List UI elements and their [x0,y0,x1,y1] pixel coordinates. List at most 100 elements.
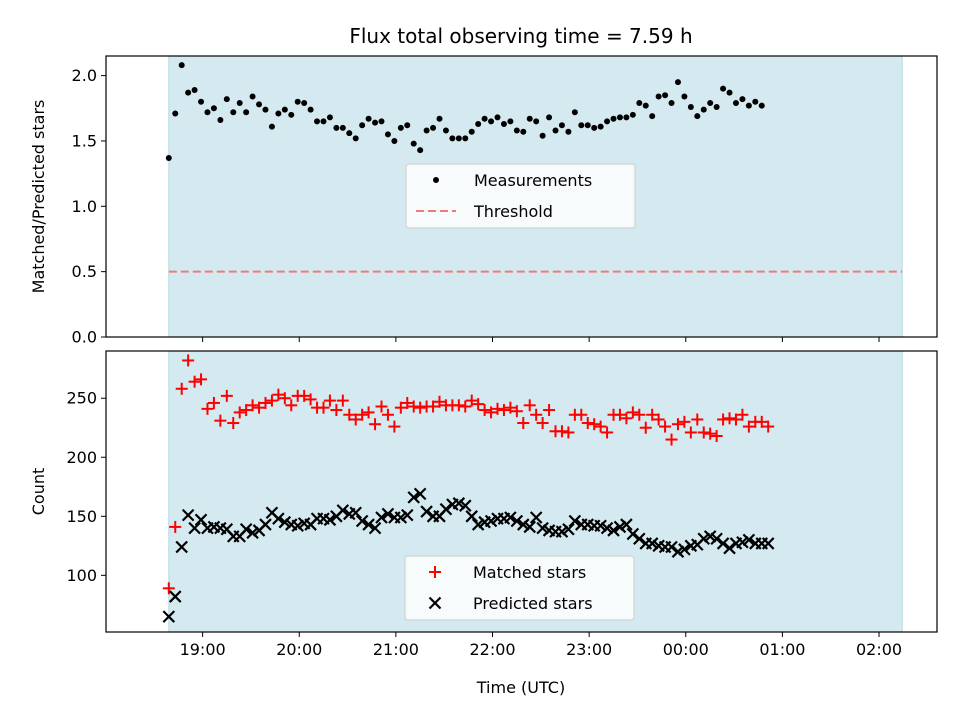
predicted-point [375,511,388,524]
matched-point [414,401,427,414]
data-point [552,127,559,134]
predicted-point [272,512,285,525]
predicted-point [626,527,640,541]
x-tick-label: 23:00 [566,640,612,659]
predicted-point [607,524,620,537]
data-point [256,101,263,108]
matched-point [485,406,498,419]
data-point [558,122,565,129]
data-point [326,114,333,121]
data-point [720,85,727,92]
data-point [726,89,733,96]
predicted-point [413,487,427,501]
data-point [204,109,211,116]
data-point [513,127,520,134]
data-point [178,62,185,69]
matched-point [207,396,220,409]
data-point [468,128,475,135]
data-point [236,100,243,107]
data-point [333,124,340,131]
matched-point [704,427,717,440]
data-point [288,111,295,118]
data-point [404,122,411,129]
data-point [191,86,198,93]
matched-point [678,415,691,428]
predicted-point [194,513,208,527]
data-point [301,100,308,107]
x-axis-label: Time (UTC) [476,678,565,697]
matched-point [671,418,684,431]
predicted-point [407,491,420,504]
matched-point [407,400,420,413]
matched-point [369,418,382,431]
matched-point [265,394,278,407]
matched-point [652,413,665,426]
legend: Measurements Threshold [405,163,636,229]
data-point [339,124,346,131]
data-point [281,106,288,113]
predicted-point [368,521,382,535]
matched-point [427,400,440,413]
data-point [372,119,379,126]
data-point [707,100,714,107]
data-point [391,137,398,144]
predicted-point [362,518,375,531]
matched-point [285,399,298,412]
predicted-point [665,540,678,554]
matched-point [504,401,517,414]
legend-marker-predicted [428,596,442,610]
data-point [668,100,675,107]
data-point [314,118,321,125]
matched-point [220,389,233,402]
data-point [494,114,501,121]
data-point [752,98,759,105]
data-point [546,114,553,121]
predicted-point [742,533,756,547]
x-tick-label: 00:00 [663,640,709,659]
matched-point [169,520,182,533]
data-point [262,106,269,113]
legend: Matched stars Predicted stars [404,555,635,621]
matched-point [646,408,659,421]
predicted-point [349,506,362,520]
data-point [488,118,495,125]
matched-point [356,408,369,421]
data-point [449,135,456,142]
data-point [165,154,172,161]
matched-point [388,420,401,433]
data-point [584,122,591,129]
legend-label: Matched stars [473,563,586,582]
matched-point [401,396,414,409]
data-point [758,102,765,109]
series-measurements [165,62,765,161]
matched-point [195,373,208,386]
x-tick-label: 19:00 [180,640,226,659]
legend-box [404,555,635,621]
data-point [655,93,662,100]
legend-marker-measurements [433,177,439,183]
matched-point [227,417,240,430]
predicted-point [181,508,195,522]
data-point [681,93,688,100]
data-point [185,89,192,96]
data-point [172,110,179,117]
matched-point [742,420,755,433]
matched-point [240,404,253,417]
data-point [662,92,669,99]
data-point [616,114,623,121]
y-tick-label: 0.0 [72,328,97,347]
data-point [249,93,256,100]
data-point [533,118,540,125]
x-tick-label: 20:00 [276,640,322,659]
matched-point [620,412,633,425]
predicted-point [323,513,337,527]
matched-point [381,408,394,421]
matched-point [394,401,407,414]
matched-point [510,405,523,418]
data-point [378,118,385,125]
predicted-point [459,499,472,512]
y-tick-label: 1.0 [72,197,97,216]
data-point [423,127,430,134]
matched-point [729,413,742,426]
